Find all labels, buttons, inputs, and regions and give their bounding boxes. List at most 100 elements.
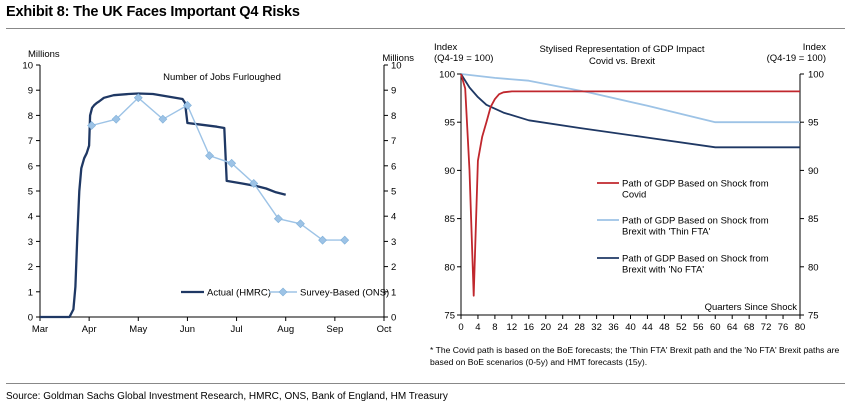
furlough-left-tick-label: 7 (28, 136, 33, 147)
furlough-left-unit: Millions (28, 49, 60, 60)
furlough-right-tick-label: 0 (391, 313, 396, 324)
furlough-right-tick-label: 10 (391, 61, 402, 72)
furlough-left-tick-label: 0 (28, 313, 33, 324)
furlough-right-tick-label: 2 (391, 262, 396, 273)
gdp-x-tick-label: 68 (744, 322, 755, 333)
furlough-chart: 0 0 1 1 2 2 3 3 4 4 5 5 6 6 7 7 8 8 9 9 10 10 Mar Apr May Jun Jul A… (22, 49, 414, 335)
gdp-left-tick-label: 80 (444, 262, 455, 273)
gdp-x-tick-label: 56 (693, 322, 704, 333)
gdp-x-tick-label: 60 (710, 322, 721, 333)
furlough-left-tick-label: 5 (28, 187, 33, 198)
furlough-right-tick-label: 5 (391, 187, 396, 198)
series-line-brexit-no-fta (460, 73, 800, 149)
gdp-x-tick-label: 36 (608, 322, 619, 333)
gdp-x-tick-label: 52 (676, 322, 687, 333)
legend-marker-survey-ons (278, 287, 288, 297)
series-point-survey-ons (249, 179, 259, 188)
furlough-right-tick-label: 7 (391, 136, 396, 147)
gdp-left-tick-label: 90 (444, 166, 455, 177)
series-point-survey-ons (273, 214, 283, 224)
exhibit-title: Exhibit 8: The UK Faces Important Q4 Ris… (6, 4, 300, 20)
furlough-x-tick-label: Aug (277, 324, 294, 335)
gdp-x-tick-label: 12 (507, 322, 518, 333)
gdp-right-tick-label: 80 (808, 262, 819, 273)
series-point-survey-ons (227, 158, 237, 168)
furlough-left-tick-label: 9 (28, 86, 33, 97)
series-line-actual-hmrc (40, 92, 286, 319)
gdp-chart-subtitle: Covid vs. Brexit (589, 56, 655, 67)
furlough-x-tick-label: May (129, 324, 147, 335)
gdp-left-tick-label: 95 (444, 118, 455, 129)
furlough-left-tick-label: 2 (28, 262, 33, 273)
series-point-survey-ons (133, 93, 143, 103)
gdp-right-tick-label: 95 (808, 118, 819, 129)
furlough-x-tick-label: Oct (377, 324, 392, 335)
series-point-survey-ons (111, 114, 121, 124)
series-point-survey-ons (158, 114, 168, 124)
bottom-rule (6, 383, 845, 384)
gdp-x-tick-label: 40 (625, 322, 636, 333)
gdp-x-tick-label: 72 (761, 322, 772, 333)
furlough-right-tick-label: 1 (391, 287, 396, 298)
furlough-left-tick-label: 8 (28, 111, 33, 122)
gdp-x-tick-label: 44 (642, 322, 653, 333)
furlough-left-tick-label: 1 (28, 287, 33, 298)
gdp-left-tick-label: 85 (444, 214, 455, 225)
footnote: * The Covid path is based on the BoE for… (430, 345, 840, 367)
furlough-left-tick-label: 6 (28, 161, 33, 172)
gdp-right-tick-label: 90 (808, 166, 819, 177)
furlough-right-unit: Millions (382, 53, 414, 64)
legend-label-survey-ons: Survey-Based (ONS) (300, 288, 389, 299)
gdp-x-axis-label: Quarters Since Shock (705, 302, 798, 313)
furlough-right-tick-label: 8 (391, 111, 396, 122)
gdp-x-tick-label: 28 (574, 322, 585, 333)
source-note: Source: Goldman Sachs Global Investment … (6, 391, 448, 402)
furlough-left-tick-label: 3 (28, 237, 33, 248)
series-point-survey-ons (183, 100, 192, 110)
furlough-right-tick-label: 9 (391, 86, 396, 97)
gdp-x-tick-label: 0 (458, 322, 463, 333)
furlough-right-tick-label: 4 (391, 212, 396, 223)
gdp-left-tick-label: 100 (439, 70, 455, 81)
gdp-left-unit: Index (Q4-19 = 100) (434, 42, 493, 64)
furlough-left-tick-label: 10 (22, 61, 33, 72)
furlough-x-tick-label: Jul (230, 324, 242, 335)
gdp-left-tick-label: 75 (444, 311, 455, 322)
furlough-x-tick-label: Sep (326, 324, 343, 335)
gdp-right-tick-label: 75 (808, 311, 819, 322)
gdp-x-tick-label: 16 (524, 322, 535, 333)
gdp-x-tick-label: 8 (492, 322, 497, 333)
furlough-chart-title: Number of Jobs Furloughed (163, 72, 281, 83)
series-point-survey-ons (296, 219, 305, 229)
gdp-x-tick-label: 32 (591, 322, 602, 333)
gdp-x-tick-label: 24 (557, 322, 568, 333)
legend-label-brexit-thin-fta: Path of GDP Based on Shock from Brexit wi… (622, 216, 769, 238)
gdp-x-tick-label: 76 (778, 322, 789, 333)
furlough-right-tick-label: 6 (391, 161, 396, 172)
gdp-right-unit: Index (Q4-19 = 100) (767, 42, 827, 64)
series-point-survey-ons (318, 235, 327, 245)
gdp-x-tick-label: 48 (659, 322, 670, 333)
series-point-survey-ons (205, 151, 214, 161)
gdp-right-tick-label: 100 (808, 70, 824, 81)
series-point-survey-ons (340, 235, 350, 245)
legend-label-brexit-no-fta: Path of GDP Based on Shock from Brexit wi… (622, 254, 769, 276)
gdp-right-tick-label: 85 (808, 214, 819, 225)
series-line-survey-ons (91, 96, 345, 241)
series-point-survey-ons (87, 121, 97, 130)
furlough-right-tick-label: 3 (391, 237, 396, 248)
gdp-chart-title: Stylised Representation of GDP Impact (539, 44, 704, 55)
gdp-x-tick-label: 4 (475, 322, 480, 333)
gdp-x-tick-label: 64 (727, 322, 738, 333)
furlough-x-tick-label: Jun (180, 324, 195, 335)
furlough-left-tick-label: 4 (28, 212, 33, 223)
gdp-x-tick-label: 20 (540, 322, 551, 333)
legend-label-covid: Path of GDP Based on Shock from Covid (622, 179, 769, 201)
furlough-x-tick-label: Apr (82, 324, 97, 335)
gdp-x-tick-label: 80 (795, 322, 806, 333)
top-rule (6, 28, 845, 29)
legend-label-actual-hmrc: Actual (HMRC) (207, 288, 271, 299)
series-line-covid (460, 73, 800, 297)
